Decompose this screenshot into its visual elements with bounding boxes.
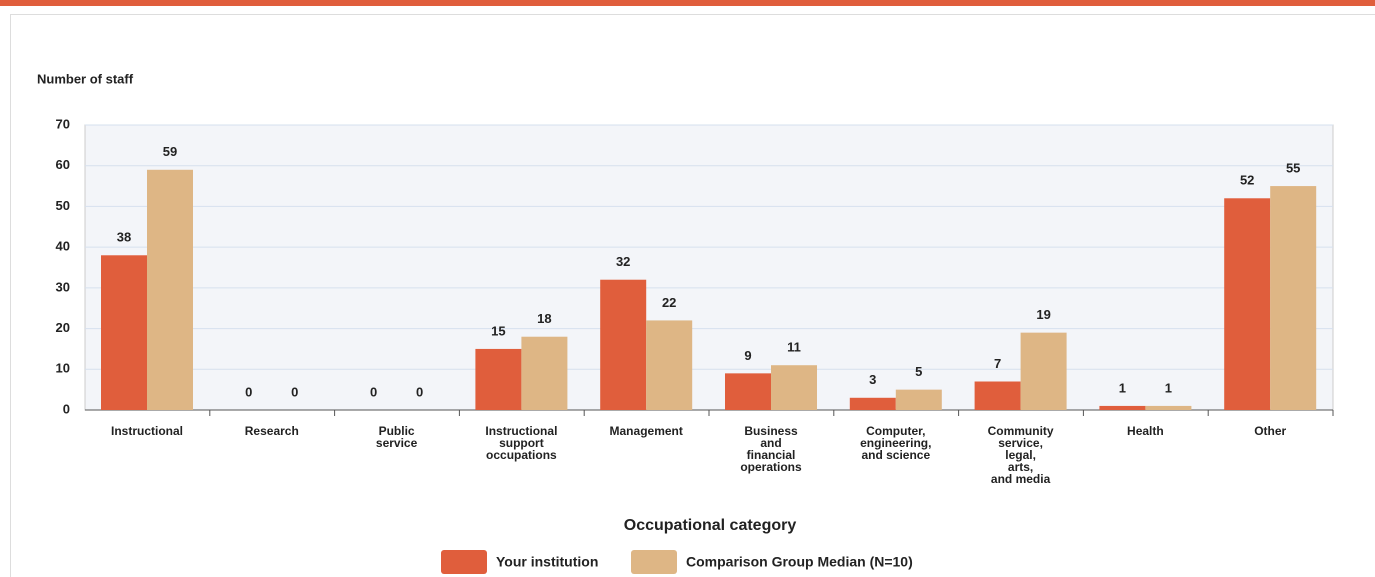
bar [849, 397, 896, 410]
x-tick-label: Community [988, 424, 1054, 438]
y-tick-label: 20 [56, 320, 70, 335]
value-label: 3 [869, 372, 876, 387]
y-axis-title: Number of staff [37, 71, 134, 86]
x-tick-label: service [376, 436, 418, 450]
x-tick-label: occupations [486, 448, 557, 462]
value-label: 1 [1165, 380, 1172, 395]
x-axis-title: Occupational category [624, 517, 797, 534]
x-tick-label: Instructional [111, 424, 183, 438]
value-label: 9 [744, 348, 751, 363]
x-tick-label: Business [744, 424, 798, 438]
value-label: 7 [994, 356, 1001, 371]
x-tick-label: Management [610, 424, 683, 438]
value-label: 19 [1036, 307, 1050, 322]
x-tick-label: arts, [1008, 460, 1033, 474]
legend-swatch [631, 550, 677, 574]
y-tick-label: 70 [56, 116, 70, 131]
bar [771, 365, 817, 410]
x-tick-label: Health [1127, 424, 1164, 438]
bar [475, 348, 522, 410]
value-label: 5 [915, 364, 922, 379]
y-tick-label: 60 [56, 157, 70, 172]
y-tick-label: 40 [56, 239, 70, 254]
bar [147, 169, 193, 410]
x-tick-label: Instructional [485, 424, 557, 438]
bar [1099, 405, 1146, 410]
value-label: 11 [787, 340, 801, 355]
value-label: 52 [1240, 173, 1254, 188]
value-label: 55 [1286, 161, 1300, 176]
x-tick-label: Other [1254, 424, 1286, 438]
value-label: 38 [117, 230, 131, 245]
value-label: 59 [163, 144, 177, 159]
value-label: 0 [370, 384, 377, 399]
bar [895, 389, 942, 410]
x-tick-label: Computer, [866, 424, 925, 438]
bar [1145, 405, 1192, 410]
bar [101, 255, 147, 410]
x-tick-label: Research [245, 424, 299, 438]
bar [521, 336, 568, 410]
value-label: 0 [291, 384, 298, 399]
x-tick-label: and media [991, 472, 1051, 486]
bar [600, 279, 647, 410]
bar [1224, 198, 1271, 410]
value-label: 1 [1119, 380, 1126, 395]
y-tick-label: 0 [63, 401, 70, 416]
x-tick-label: engineering, [860, 436, 931, 450]
x-tick-label: financial [747, 448, 796, 462]
y-tick-label: 50 [56, 198, 70, 213]
legend-label: Your institution [496, 554, 598, 570]
legend-swatch [441, 550, 487, 574]
x-tick-label: Public [379, 424, 415, 438]
bar [1020, 332, 1067, 410]
bar [1270, 186, 1317, 410]
value-label: 22 [662, 295, 676, 310]
top-bar [0, 0, 1375, 6]
x-tick-label: and science [861, 448, 930, 462]
value-label: 18 [537, 311, 551, 326]
value-label: 0 [416, 384, 423, 399]
value-label: 32 [616, 254, 630, 269]
x-tick-label: service, [998, 436, 1043, 450]
y-tick-label: 30 [56, 279, 70, 294]
legend-label: Comparison Group Median (N=10) [686, 554, 913, 570]
value-label: 15 [491, 323, 505, 338]
x-tick-label: legal, [1005, 448, 1036, 462]
x-tick-label: and [760, 436, 781, 450]
x-tick-label: operations [740, 460, 802, 474]
plot-area [84, 124, 1334, 411]
y-tick-label: 10 [56, 361, 70, 376]
bar [725, 373, 771, 410]
value-label: 0 [245, 384, 252, 399]
bar [646, 320, 693, 410]
x-tick-label: support [499, 436, 544, 450]
bar [974, 381, 1021, 410]
